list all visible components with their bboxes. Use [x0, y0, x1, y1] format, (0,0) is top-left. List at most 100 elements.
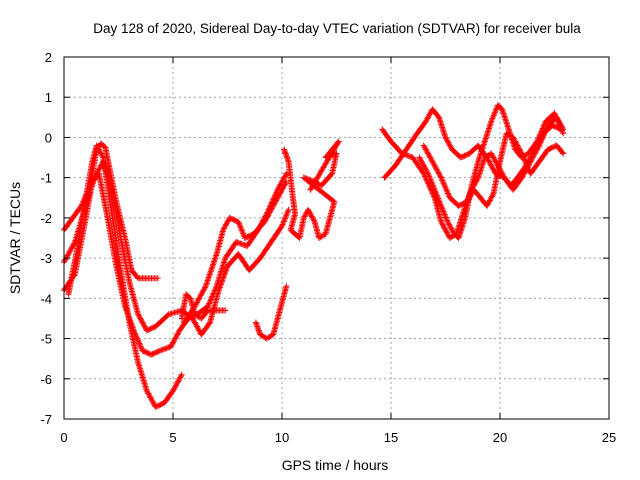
data-point-marker — [94, 143, 101, 150]
data-point-marker — [136, 314, 143, 321]
data-point-marker — [237, 224, 244, 231]
data-point-marker — [68, 244, 75, 251]
data-point-marker — [233, 239, 240, 246]
data-point-marker — [163, 345, 170, 352]
data-point-marker — [279, 185, 286, 192]
data-point-marker — [96, 165, 103, 172]
data-point-marker — [558, 127, 565, 134]
data-point-marker — [444, 189, 451, 196]
data-point-marker — [435, 196, 442, 203]
data-point-marker — [436, 199, 443, 206]
data-point-marker — [521, 169, 528, 176]
data-point-marker — [486, 198, 493, 205]
data-point-marker — [195, 296, 202, 303]
data-point-marker — [284, 208, 291, 215]
data-point-marker — [436, 198, 443, 205]
y-tick-label: -4 — [40, 291, 52, 306]
data-point-marker — [488, 116, 495, 123]
data-point-marker — [515, 145, 522, 152]
data-point-marker — [276, 192, 283, 199]
data-point-marker — [307, 177, 314, 184]
data-point-marker — [438, 204, 445, 211]
data-point-marker — [271, 200, 278, 207]
data-point-marker — [435, 195, 442, 202]
data-point-marker — [138, 316, 145, 323]
data-point-marker — [446, 221, 453, 228]
data-point-marker — [426, 175, 433, 182]
data-point-marker — [446, 141, 453, 148]
data-point-marker — [266, 209, 273, 216]
data-point-marker — [447, 143, 454, 150]
data-point-marker — [146, 391, 153, 398]
data-point-marker — [196, 293, 203, 300]
data-point-marker — [174, 379, 181, 386]
data-point-marker — [428, 179, 435, 186]
data-point-marker — [474, 176, 481, 183]
data-point-marker — [435, 170, 442, 177]
data-point-marker — [443, 187, 450, 194]
data-point-marker — [158, 347, 165, 354]
data-point-marker — [490, 154, 497, 161]
data-point-marker — [423, 167, 430, 174]
data-point-marker — [448, 225, 455, 232]
data-point-marker — [488, 162, 495, 169]
data-point-marker — [275, 193, 282, 200]
data-points — [61, 102, 567, 410]
data-point-marker — [282, 180, 289, 187]
data-point-marker — [172, 382, 179, 389]
data-point-marker — [539, 125, 546, 132]
data-point-marker — [211, 287, 218, 294]
data-point-marker — [172, 334, 179, 341]
data-point-marker — [99, 153, 106, 160]
data-point-marker — [209, 293, 216, 300]
data-point-marker — [283, 283, 290, 290]
data-point-marker — [534, 137, 541, 144]
data-point-marker — [206, 320, 213, 327]
data-point-marker — [446, 222, 453, 229]
data-point-marker — [265, 210, 272, 217]
data-point-marker — [438, 218, 445, 225]
data-point-marker — [520, 171, 527, 178]
data-point-marker — [487, 196, 494, 203]
data-point-marker — [431, 162, 438, 169]
data-point-marker — [488, 194, 495, 201]
data-point-marker — [280, 176, 287, 183]
data-point-marker — [438, 220, 445, 227]
data-point-marker — [281, 182, 288, 189]
data-point-marker — [64, 252, 71, 259]
data-point-marker — [136, 341, 143, 348]
data-point-marker — [521, 156, 528, 163]
series-track-7 — [252, 283, 290, 342]
data-point-marker — [520, 153, 527, 160]
data-point-marker — [527, 158, 534, 165]
data-point-marker — [440, 222, 447, 229]
data-point-marker — [489, 115, 496, 122]
data-point-marker — [306, 176, 313, 183]
data-point-marker — [438, 176, 445, 183]
data-point-marker — [212, 284, 219, 291]
data-point-marker — [491, 109, 498, 116]
data-point-marker — [441, 181, 448, 188]
data-point-marker — [535, 143, 542, 150]
data-point-marker — [277, 189, 284, 196]
data-point-marker — [154, 275, 161, 282]
data-point-marker — [135, 339, 142, 346]
x-tick-label: 5 — [169, 430, 176, 445]
data-point-marker — [555, 118, 562, 125]
data-point-marker — [238, 226, 245, 233]
data-point-marker — [283, 170, 290, 177]
data-point-marker — [280, 220, 287, 227]
data-point-marker — [310, 216, 317, 223]
data-point-marker — [304, 176, 311, 183]
data-point-marker — [234, 239, 241, 246]
data-point-marker — [445, 139, 452, 146]
data-point-marker — [537, 129, 544, 136]
data-point-marker — [159, 346, 166, 353]
data-point-marker — [68, 245, 75, 252]
series-track-5 — [180, 178, 290, 326]
data-point-marker — [201, 284, 208, 291]
data-point-marker — [556, 121, 563, 128]
data-point-marker — [486, 158, 493, 165]
data-point-marker — [529, 154, 536, 161]
y-tick-label: -3 — [40, 251, 52, 266]
